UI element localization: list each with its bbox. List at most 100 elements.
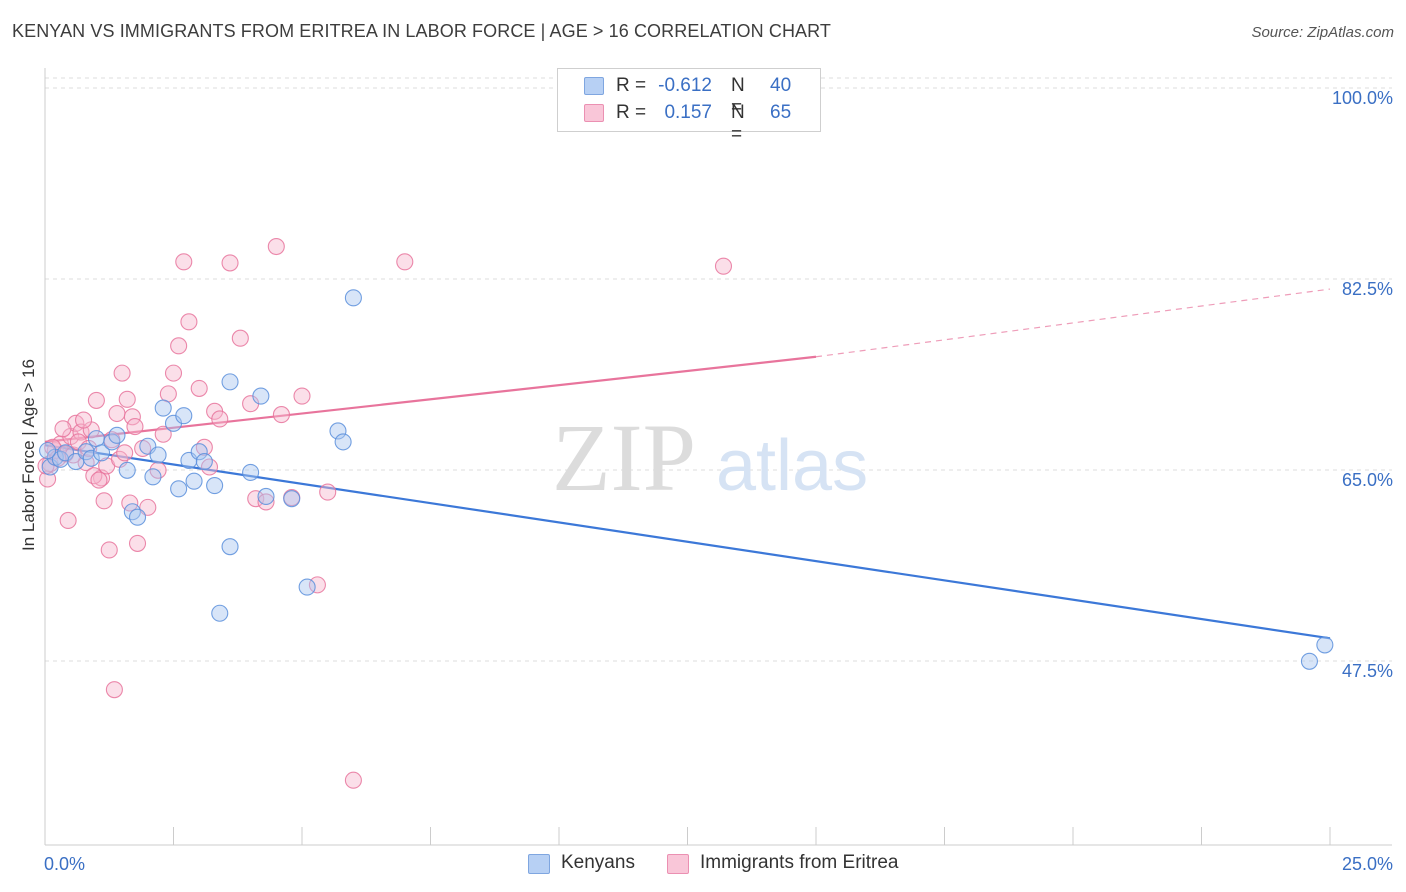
axes [44, 68, 1392, 846]
eritrea-point [87, 391, 105, 409]
kenyans-n-value: 40 [770, 75, 792, 96]
kenyans-legend-swatch [528, 854, 550, 874]
eritrea-point [113, 364, 131, 382]
eritrea-point [139, 498, 157, 516]
kenyans-point [257, 487, 275, 506]
kenyans-point [211, 604, 229, 622]
eritrea-point [123, 408, 141, 426]
kenyans-point [170, 480, 188, 498]
kenyans-point [1300, 652, 1318, 670]
eritrea-point [128, 534, 147, 552]
data-points [37, 237, 1334, 789]
eritrea-point [105, 681, 123, 699]
eritrea-point [118, 390, 136, 408]
n-label: N = [731, 75, 745, 118]
kenyans-swatch [584, 77, 604, 95]
kenyans-point [154, 399, 172, 417]
eritrea-legend-swatch [667, 854, 689, 874]
eritrea-point [170, 337, 188, 355]
kenyans-point [298, 578, 316, 596]
kenyans-point [92, 444, 111, 462]
kenyans-point [195, 452, 213, 471]
eritrea-point [257, 493, 275, 511]
x-tick-label: 25.0% [1342, 854, 1393, 874]
y-tick-label: 47.5% [1342, 661, 1393, 681]
eritrea-point [190, 379, 208, 397]
eritrea-point [247, 490, 265, 508]
kenyans-point [175, 407, 193, 425]
eritrea-point [54, 420, 72, 438]
eritrea-point [100, 541, 118, 559]
kenyans-point [185, 472, 203, 490]
eritrea-point [108, 404, 126, 423]
kenyans-legend-label: Kenyans [561, 852, 635, 873]
kenyans-point [39, 442, 57, 460]
eritrea-point [95, 492, 113, 510]
kenyans-point [252, 387, 270, 405]
watermark-atlas: atlas [716, 426, 868, 506]
eritrea-point [272, 406, 290, 424]
series-legend: Kenyans Immigrants from Eritrea [0, 851, 1406, 877]
kenyans-point [1316, 636, 1334, 654]
eritrea-point [396, 253, 414, 271]
kenyans-point [144, 468, 162, 486]
eritrea-point [221, 254, 239, 272]
tick-labels: 100.0% 82.5% 65.0% 47.5% 0.0% 25.0% [44, 88, 1393, 874]
eritrea-point [180, 313, 198, 331]
kenyans-point [283, 490, 301, 508]
eritrea-point [126, 418, 144, 436]
eritrea-point [319, 483, 337, 501]
eritrea-point [231, 329, 249, 347]
eritrea-swatch [584, 104, 604, 122]
y-tick-label: 100.0% [1332, 88, 1393, 108]
kenyans-point [128, 508, 147, 526]
kenyans-point [149, 446, 167, 464]
watermark: ZIP atlas [552, 404, 868, 511]
eritrea-point [159, 385, 177, 403]
trend-lines [44, 288, 1331, 640]
y-tick-label: 82.5% [1342, 279, 1393, 299]
eritrea-n-value: 65 [770, 102, 792, 123]
r-label: R = [616, 75, 647, 96]
chart-title: KENYAN VS IMMIGRANTS FROM ERITREA IN LAB… [12, 21, 832, 41]
eritrea-r-value: 0.157 [664, 102, 712, 123]
kenyans-point [242, 463, 260, 482]
kenyans-point [190, 443, 208, 461]
correlation-legend: R = -0.612 N = 40 R = 0.157 N = 65 [557, 68, 821, 145]
kenyans-point [87, 430, 105, 448]
kenyans-trend-line [44, 444, 1331, 640]
source-label: Source: ZipAtlas.com [1251, 24, 1394, 41]
kenyans-point [221, 373, 239, 391]
eritrea-point [154, 425, 172, 443]
eritrea-point [164, 364, 183, 382]
x-tick-label: 0.0% [44, 854, 85, 874]
eritrea-trend-line [44, 355, 817, 443]
eritrea-point [75, 411, 93, 429]
eritrea-point [175, 253, 193, 271]
kenyans-point [329, 422, 347, 440]
eritrea-point [293, 387, 311, 405]
eritrea-trend-extension [815, 288, 1331, 358]
kenyans-point [344, 289, 362, 307]
kenyans-r-value: -0.612 [658, 75, 712, 96]
kenyans-point [334, 433, 352, 451]
eritrea-point [308, 576, 326, 594]
kenyans-point [118, 461, 136, 479]
eritrea-point [714, 257, 733, 275]
n-label: N = [731, 102, 745, 145]
eritrea-point [267, 237, 285, 256]
kenyans-point [221, 538, 239, 556]
watermark-zip: ZIP [552, 404, 696, 511]
eritrea-point [90, 471, 108, 489]
eritrea-point [44, 438, 62, 456]
eritrea-point [116, 444, 134, 462]
eritrea-point [211, 410, 229, 428]
y-axis-label: In Labor Force | Age > 16 [19, 359, 38, 551]
r-label: R = [616, 102, 647, 123]
eritrea-point [59, 511, 77, 530]
kenyans-point [108, 426, 126, 444]
kenyans-point [82, 449, 100, 467]
grid-lines [45, 77, 1392, 662]
eritrea-point [344, 771, 362, 789]
